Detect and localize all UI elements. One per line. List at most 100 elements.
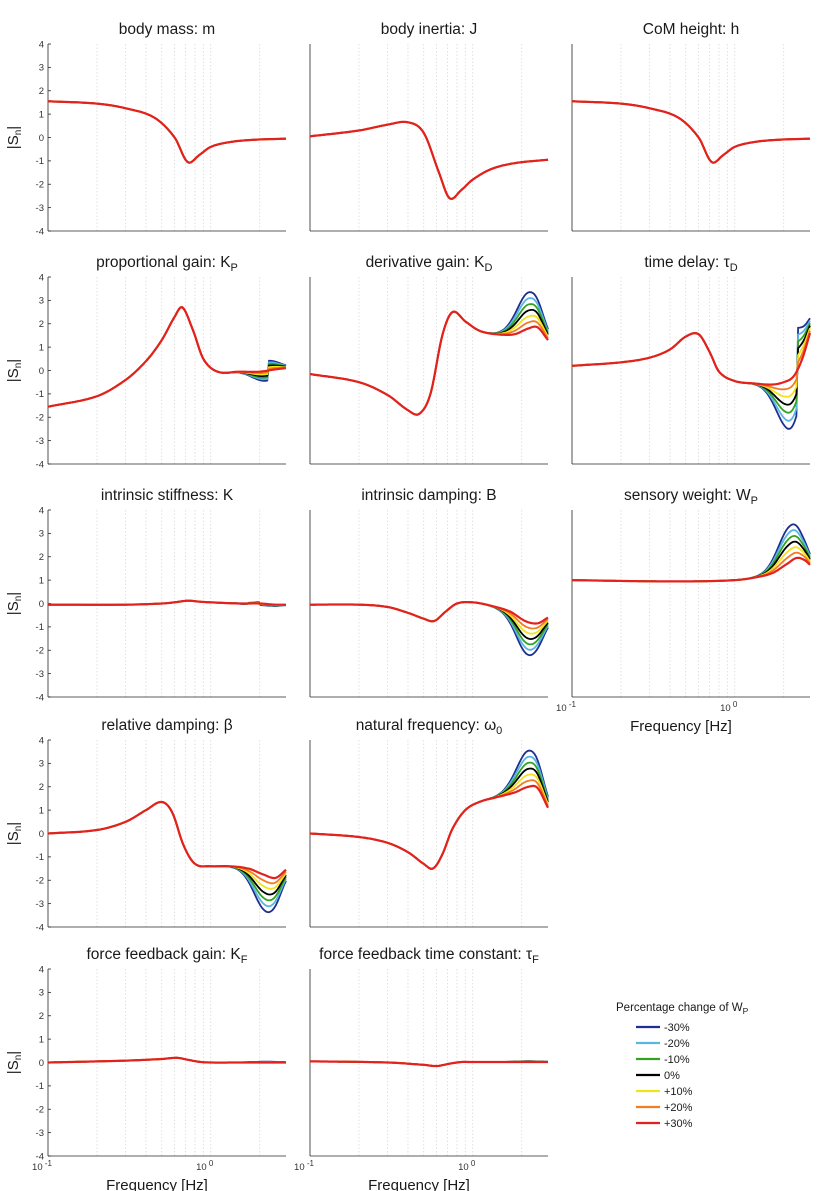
y-axis-label-subscript: n bbox=[13, 826, 24, 832]
y-tick-label: -4 bbox=[36, 226, 44, 237]
series-line-0% bbox=[571, 325, 811, 406]
panel-intrinsic-stiffness: intrinsic stiffness: K 4 3 2 1 0 -1 -2 -3 -4 |Sn| bbox=[5, 487, 287, 703]
y-tick-label: -2 bbox=[36, 413, 44, 424]
series-line-+20% bbox=[47, 801, 287, 885]
series-line--10% bbox=[310, 601, 549, 646]
panel-title-subscript: F bbox=[241, 954, 248, 966]
y-axis-label-subscript: n bbox=[13, 1055, 24, 1061]
y-tick-label: -2 bbox=[36, 180, 44, 191]
y-tick-label: 3 bbox=[39, 296, 44, 307]
x-tick-label: 10 0 bbox=[720, 700, 738, 714]
panel-title: CoM height: h bbox=[643, 21, 740, 38]
panel-title: body inertia: J bbox=[381, 21, 478, 38]
y-tick-label: 3 bbox=[39, 988, 44, 999]
series-line-+10% bbox=[48, 100, 286, 164]
panel-title: relative damping: β bbox=[101, 717, 232, 734]
y-axis-label: |Sn| bbox=[5, 126, 24, 149]
series-line-+10% bbox=[572, 100, 810, 164]
series-line-+30% bbox=[48, 599, 286, 606]
y-tick-label: 0 bbox=[39, 133, 44, 144]
y-axis-label-subscript: n bbox=[13, 363, 24, 369]
panel-relative-damping: relative damping: β 4 3 2 1 0 -1 -2 -3 -4 |Sn| bbox=[5, 717, 287, 933]
series-line--30% bbox=[47, 801, 287, 914]
x-tick-exponent: -1 bbox=[567, 700, 577, 709]
legend-entry-label: +30% bbox=[664, 1118, 693, 1130]
panel-title-subscript: P bbox=[751, 495, 758, 507]
x-tick-exponent: 0 bbox=[469, 1159, 476, 1168]
y-tick-label: -3 bbox=[36, 436, 44, 447]
series-line-+30% bbox=[309, 120, 549, 201]
x-tick-label: 10 -1 bbox=[294, 1159, 314, 1173]
y-tick-label: -2 bbox=[36, 1105, 44, 1116]
series-line-+30% bbox=[571, 331, 812, 386]
panel-time-delay: time delay: τD bbox=[571, 254, 812, 465]
y-tick-label: -3 bbox=[36, 669, 44, 680]
y-tick-label: 2 bbox=[39, 86, 44, 97]
panel-title: force feedback time constant: τF bbox=[319, 946, 539, 966]
series-line-0% bbox=[47, 306, 287, 408]
series-line-+30% bbox=[47, 800, 287, 880]
series-line-+30% bbox=[572, 100, 810, 164]
y-tick-label: -1 bbox=[36, 156, 44, 167]
series-line-+30% bbox=[309, 310, 549, 416]
series-line--20% bbox=[47, 801, 287, 908]
series-line--30% bbox=[48, 100, 286, 164]
y-tick-label: 1 bbox=[39, 1034, 44, 1045]
y-axis-label-bar: | bbox=[5, 359, 22, 363]
series-line--30% bbox=[310, 601, 549, 657]
panel-intrinsic-damping: intrinsic damping: B bbox=[309, 487, 549, 698]
series-line-+10% bbox=[309, 121, 549, 200]
panel-com-height: CoM height: h bbox=[571, 21, 810, 232]
y-tick-label: -1 bbox=[36, 1081, 44, 1092]
x-tick-label: 10 0 bbox=[458, 1159, 476, 1173]
series-line--10% bbox=[572, 100, 810, 164]
series-line-+20% bbox=[571, 330, 811, 391]
y-tick-label: 4 bbox=[39, 735, 44, 746]
y-tick-label: -2 bbox=[36, 646, 44, 657]
y-tick-label: 2 bbox=[39, 1011, 44, 1022]
x-tick-label: 10 -1 bbox=[32, 1159, 52, 1173]
series-line--10% bbox=[47, 306, 287, 408]
x-tick-label: 10 -1 bbox=[556, 700, 576, 714]
series-line--30% bbox=[309, 749, 549, 870]
y-tick-label: 3 bbox=[39, 529, 44, 540]
y-tick-label: 4 bbox=[39, 505, 44, 516]
y-tick-label: -2 bbox=[36, 876, 44, 887]
series-line-+30% bbox=[309, 784, 549, 870]
legend-entry-label: -10% bbox=[664, 1054, 690, 1066]
panel-title: force feedback gain: KF bbox=[87, 946, 248, 966]
series-line--20% bbox=[310, 601, 549, 651]
y-tick-label: 1 bbox=[39, 805, 44, 816]
series-line-0% bbox=[572, 100, 810, 164]
x-tick-exponent: 0 bbox=[731, 700, 738, 709]
y-axis-label-subscript: n bbox=[13, 130, 24, 136]
y-axis-label-bar: | bbox=[5, 126, 22, 130]
legend-title: Percentage change of WP bbox=[616, 1002, 749, 1016]
series-line-+10% bbox=[309, 773, 549, 870]
y-tick-label: 0 bbox=[39, 829, 44, 840]
panel-title-subscript: P bbox=[231, 262, 238, 274]
y-tick-label: 3 bbox=[39, 63, 44, 74]
panel-derivative-gain: derivative gain: KD bbox=[309, 254, 549, 465]
y-tick-label: -3 bbox=[36, 203, 44, 214]
series-line-+30% bbox=[309, 1060, 548, 1068]
series-line--20% bbox=[48, 100, 286, 164]
y-axis-label: |Sn| bbox=[5, 359, 24, 382]
panel-title: body mass: m bbox=[119, 21, 215, 38]
y-axis-label-bar: | bbox=[5, 1051, 22, 1055]
series-line-0% bbox=[309, 121, 549, 200]
x-tick-exponent: -1 bbox=[43, 1159, 53, 1168]
legend-entry-label: 0% bbox=[664, 1070, 680, 1082]
panel-title: derivative gain: KD bbox=[366, 254, 493, 274]
y-tick-label: -4 bbox=[36, 1151, 44, 1162]
y-axis-label-subscript: n bbox=[13, 596, 24, 602]
panel-title: intrinsic damping: B bbox=[361, 487, 496, 504]
legend-entry-label: +10% bbox=[664, 1086, 693, 1098]
panel-body-inertia: body inertia: J bbox=[309, 21, 549, 232]
x-axis-label: Frequency [Hz] bbox=[106, 1177, 208, 1191]
panel-force-feedback-time-constant: force feedback time constant: τF 10 -1 10 … bbox=[294, 946, 549, 1191]
series-line-+30% bbox=[310, 601, 549, 625]
y-tick-label: 4 bbox=[39, 964, 44, 975]
panel-title-subscript: D bbox=[730, 262, 738, 274]
panel-title: sensory weight: WP bbox=[624, 487, 758, 507]
